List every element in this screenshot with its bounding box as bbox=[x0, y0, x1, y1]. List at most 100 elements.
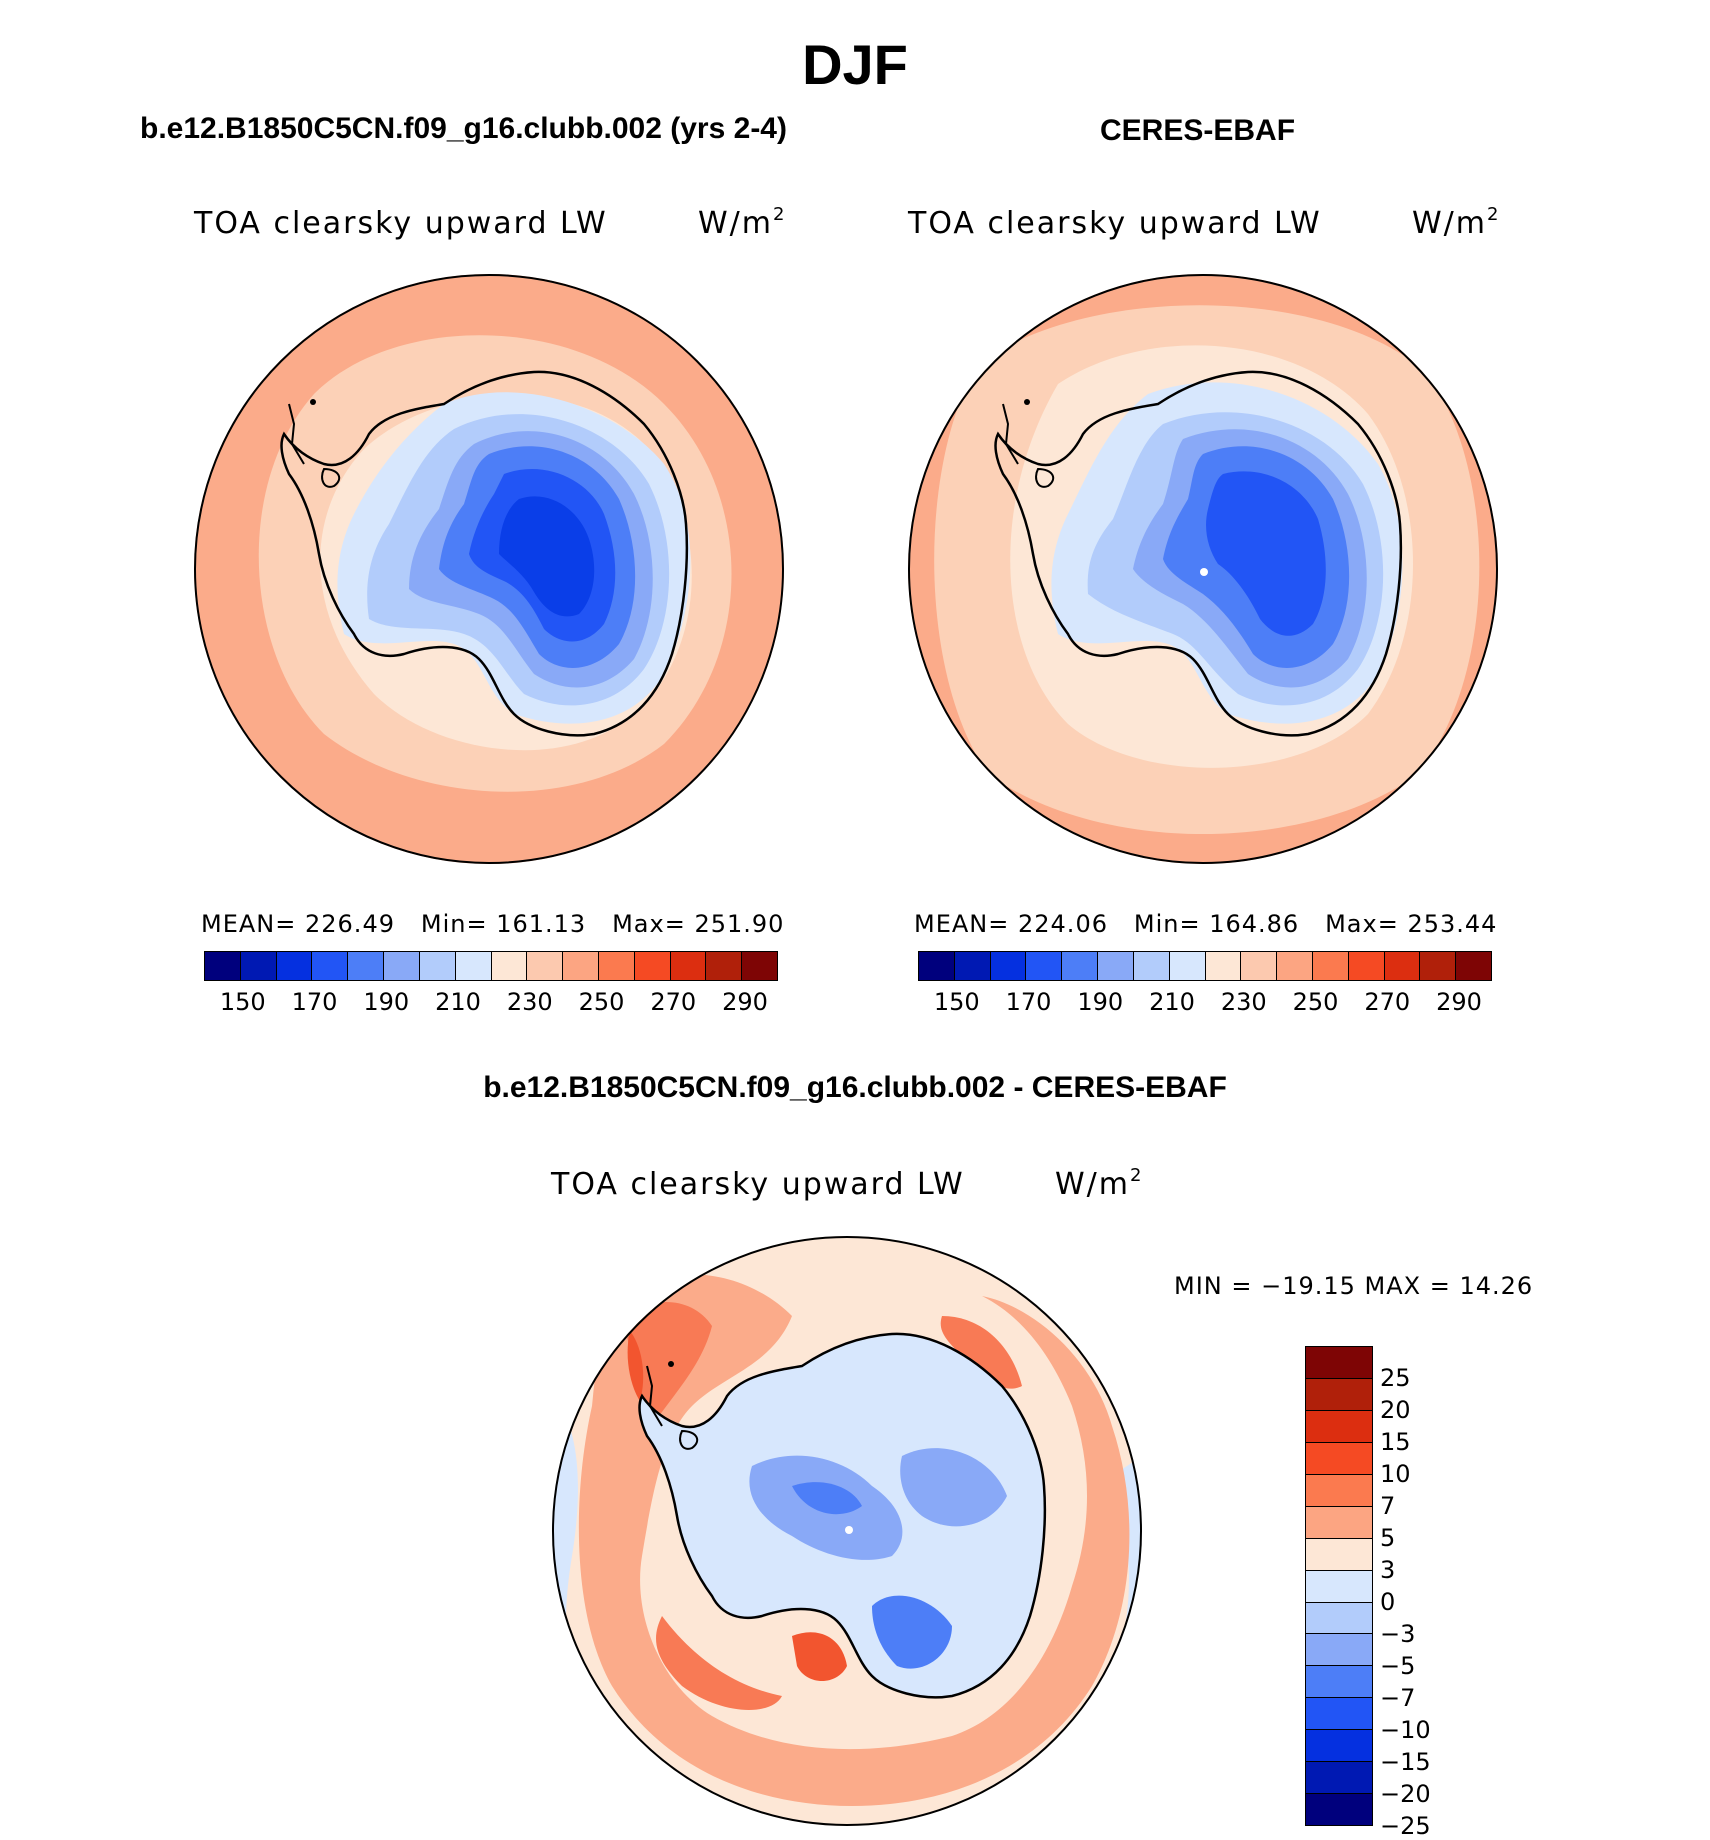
diff-colorbar-segment bbox=[1306, 1794, 1372, 1826]
diff-colorbar-segment bbox=[1306, 1442, 1372, 1475]
obs-colorbar-segment bbox=[1062, 952, 1099, 980]
obs-map-boundary bbox=[908, 274, 1498, 864]
diff-colorbar-segment bbox=[1306, 1762, 1372, 1795]
diff-colorbar-segment bbox=[1306, 1666, 1372, 1699]
diff-colorbar-tick-label: 25 bbox=[1380, 1364, 1411, 1392]
obs-variable-label: TOA clearsky upward LW bbox=[908, 206, 1322, 241]
diff-colorbar-tick-label: −15 bbox=[1380, 1748, 1431, 1776]
model-colorbar-segment bbox=[742, 952, 777, 980]
diff-variable-label: TOA clearsky upward LW bbox=[551, 1167, 965, 1202]
model-colorbar-segment bbox=[706, 952, 743, 980]
obs-stats: MEAN= 224.06 Min= 164.86 Max= 253.44 bbox=[914, 910, 1498, 938]
obs-colorbar-segment bbox=[1348, 952, 1385, 980]
diff-colorbar-segment bbox=[1306, 1730, 1372, 1763]
model-colorbar-segment bbox=[527, 952, 564, 980]
diff-colorbar-tick-label: 0 bbox=[1380, 1588, 1396, 1616]
model-units-label: W/m2 bbox=[698, 204, 787, 241]
diff-red-patch-s bbox=[792, 1632, 847, 1681]
diff-colorbar-tick-label: −20 bbox=[1380, 1780, 1431, 1808]
diff-colorbar bbox=[1305, 1346, 1373, 1826]
model-colorbar-segment bbox=[276, 952, 313, 980]
diff-colorbar-segment bbox=[1306, 1506, 1372, 1539]
diff-colorbar-tick-label: 15 bbox=[1380, 1428, 1411, 1456]
model-ice-core bbox=[499, 496, 595, 617]
obs-colorbar-ticks: 150 170 190 210 230 250 270 290 bbox=[918, 988, 1492, 1018]
diff-red-patch-ne bbox=[940, 1316, 1022, 1389]
model-colorbar-tick-label: 190 bbox=[363, 988, 410, 1016]
diff-pole-point bbox=[845, 1526, 853, 1534]
diff-colorbar-segment bbox=[1306, 1602, 1372, 1635]
diff-colorbar-tick-label: 5 bbox=[1380, 1524, 1396, 1552]
diff-colorbar-segment bbox=[1306, 1634, 1372, 1667]
diff-minmax: MIN = −19.15 MAX = 14.26 bbox=[1174, 1272, 1534, 1300]
diff-colorbar-segment bbox=[1306, 1570, 1372, 1603]
obs-colorbar-tick-label: 210 bbox=[1149, 988, 1195, 1016]
diff-colorbar-segment bbox=[1306, 1538, 1372, 1571]
diff-peninsula bbox=[646, 1365, 663, 1427]
obs-island bbox=[1024, 399, 1030, 405]
obs-polar-map bbox=[908, 274, 1498, 864]
obs-colorbar-segment bbox=[990, 952, 1027, 980]
obs-colorbar-tick-label: 150 bbox=[933, 988, 980, 1016]
diff-colorbar-segment bbox=[1306, 1698, 1372, 1731]
model-stats: MEAN= 226.49 Min= 161.13 Max= 251.90 bbox=[201, 910, 785, 938]
obs-colorbar-segment bbox=[954, 952, 991, 980]
model-colorbar-tick-label: 270 bbox=[650, 988, 697, 1016]
model-colorbar-segment bbox=[348, 952, 385, 980]
diff-red-patch-sw bbox=[656, 1616, 782, 1710]
obs-pole-point bbox=[1200, 568, 1208, 576]
diff-island bbox=[668, 1361, 674, 1367]
model-colorbar-segment bbox=[312, 952, 349, 980]
diff-ice-shelf bbox=[679, 1429, 699, 1450]
model-polar-map bbox=[194, 274, 784, 864]
obs-colorbar-tick-label: 190 bbox=[1077, 988, 1124, 1016]
diff-colorbar-tick-label: 20 bbox=[1380, 1396, 1411, 1424]
model-colorbar-segment bbox=[563, 952, 599, 980]
diff-colorbar-segment bbox=[1306, 1410, 1372, 1443]
model-colorbar-tick-label: 150 bbox=[219, 988, 266, 1016]
obs-colorbar-segment bbox=[1098, 952, 1134, 980]
model-variable-label: TOA clearsky upward LW bbox=[194, 206, 608, 241]
model-colorbar-segment bbox=[419, 952, 456, 980]
diff-colorbar-tick-label: 7 bbox=[1380, 1492, 1396, 1520]
diff-colorbar-tick-label: −10 bbox=[1380, 1716, 1431, 1744]
model-ice-shelf bbox=[321, 467, 341, 488]
main-title: DJF bbox=[802, 33, 908, 96]
obs-colorbar-segment bbox=[1312, 952, 1349, 980]
obs-colorbar bbox=[918, 951, 1492, 981]
model-colorbar-segment bbox=[491, 952, 528, 980]
obs-panel-title: CERES-EBAF bbox=[1100, 114, 1296, 147]
diff-panel-title: b.e12.B1850C5CN.f09_g16.clubb.002 - CERE… bbox=[483, 1071, 1227, 1104]
diff-colorbar-tick-label: −3 bbox=[1380, 1620, 1416, 1648]
model-colorbar-tick-label: 210 bbox=[435, 988, 481, 1016]
diff-colorbar-tick-label: −5 bbox=[1380, 1652, 1416, 1680]
model-colorbar-segment bbox=[634, 952, 671, 980]
diff-blue-core bbox=[792, 1482, 862, 1515]
obs-ice-shelf bbox=[1035, 467, 1055, 488]
obs-ice-deep bbox=[1206, 471, 1326, 636]
obs-colorbar-segment bbox=[1205, 952, 1242, 980]
model-panel-title: b.e12.B1850C5CN.f09_g16.clubb.002 (yrs 2… bbox=[140, 112, 787, 145]
diff-units-label: W/m2 bbox=[1055, 1165, 1144, 1202]
obs-colorbar-tick-label: 270 bbox=[1364, 988, 1411, 1016]
obs-colorbar-segment bbox=[1456, 952, 1491, 980]
model-colorbar-tick-label: 170 bbox=[291, 988, 338, 1016]
model-map-boundary bbox=[194, 274, 784, 864]
diff-colorbar-ticks: 25 20 15 10 7 5 3 0 −3 −5 −7 −10 −15 −20 −25 bbox=[1380, 1346, 1470, 1840]
model-colorbar-tick-label: 250 bbox=[578, 988, 625, 1016]
obs-colorbar-segment bbox=[1169, 952, 1206, 980]
obs-colorbar-tick-label: 290 bbox=[1436, 988, 1482, 1016]
diff-colorbar-tick-label: 3 bbox=[1380, 1556, 1396, 1584]
diff-blue-east bbox=[900, 1448, 1007, 1527]
diff-colorbar-segment bbox=[1306, 1378, 1372, 1411]
obs-colorbar-segment bbox=[1133, 952, 1170, 980]
diff-colorbar-segment bbox=[1306, 1474, 1372, 1507]
diff-colorbar-tick-label: −7 bbox=[1380, 1684, 1416, 1712]
diff-colorbar-tick-label: −25 bbox=[1380, 1812, 1431, 1840]
obs-units-label: W/m2 bbox=[1412, 204, 1501, 241]
model-colorbar-ticks: 150 170 190 210 230 250 270 290 bbox=[204, 988, 778, 1018]
model-peninsula bbox=[288, 403, 305, 465]
obs-colorbar-segment bbox=[1026, 952, 1063, 980]
model-colorbar-segment bbox=[205, 952, 241, 980]
diff-polar-map bbox=[552, 1236, 1142, 1826]
